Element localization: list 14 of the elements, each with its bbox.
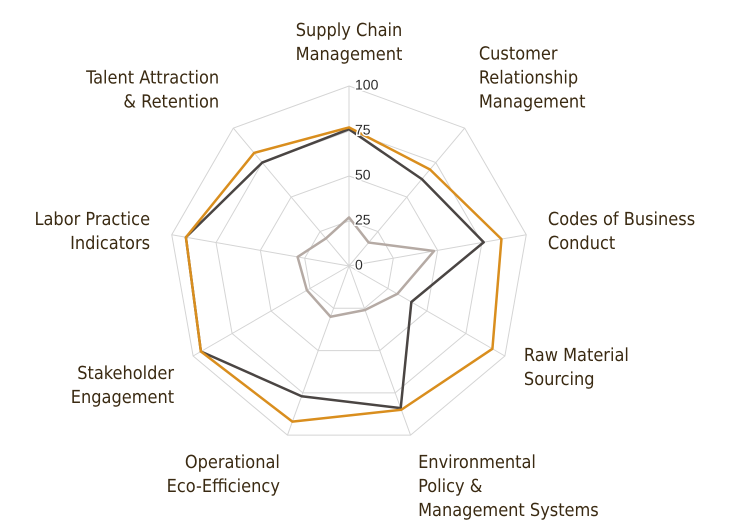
spoke-label: Codes of Business Conduct bbox=[548, 208, 696, 254]
spoke-label: Environmental Policy & Management Systems bbox=[418, 452, 599, 521]
y-tick-label: 75 bbox=[355, 122, 371, 138]
spoke-label: Stakeholder Engagement bbox=[70, 363, 174, 408]
y-tick-label: 100 bbox=[355, 76, 379, 93]
y-tick-label: 25 bbox=[355, 212, 371, 228]
spoke-label: Customer Relationship Management bbox=[478, 43, 586, 112]
spoke-label: Raw Material Sourcing bbox=[524, 345, 629, 390]
spoke-label: Labor Practice Indicators bbox=[34, 208, 150, 254]
y-tick-label: 0 bbox=[355, 256, 363, 273]
y-tick-label: 50 bbox=[355, 166, 371, 183]
spoke-label: Supply Chain Management bbox=[296, 20, 402, 65]
spoke-label: Operational Eco-Efficiency bbox=[166, 452, 280, 497]
spoke-label: Talent Attraction & Retention bbox=[85, 67, 220, 112]
